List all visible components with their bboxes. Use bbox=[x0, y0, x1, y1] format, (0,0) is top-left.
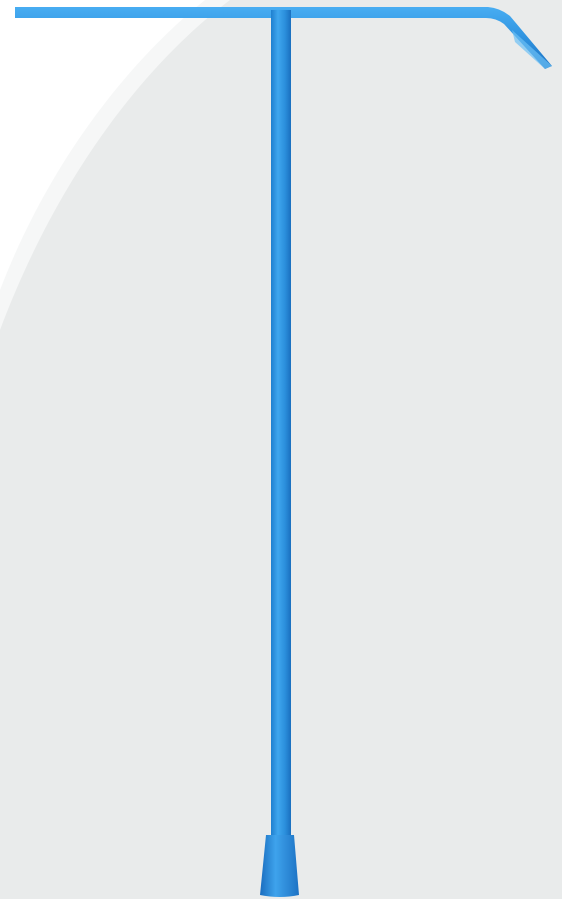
page bbox=[0, 0, 562, 899]
tool-shaft bbox=[271, 10, 291, 838]
socket-head bbox=[260, 835, 299, 897]
product-photo bbox=[0, 0, 562, 899]
